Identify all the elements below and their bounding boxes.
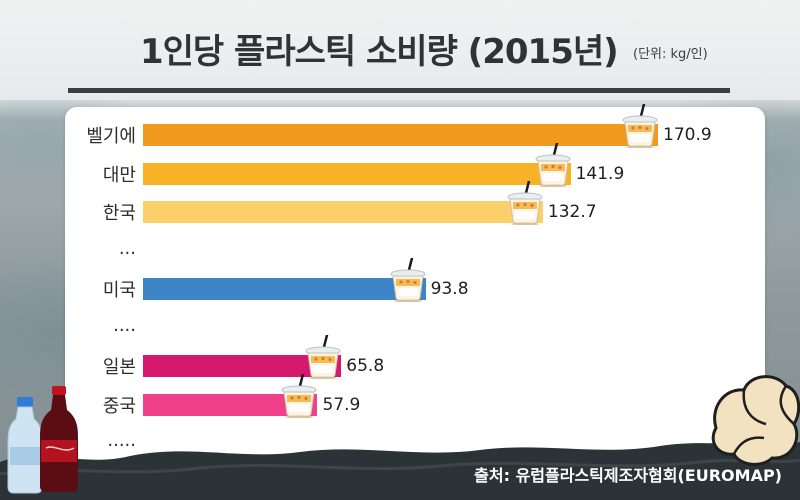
unit-label: (단위: kg/인)	[633, 47, 708, 62]
category-label: 일본	[102, 357, 136, 378]
plastic-cup-icon	[305, 333, 341, 380]
bar	[143, 162, 571, 185]
plastic-cup-icon	[281, 372, 317, 419]
category-label: .....	[107, 430, 136, 451]
category-label: ....	[113, 314, 136, 336]
source-note: 출처: 유럽플라스틱제조자협회(EUROMAP)	[474, 466, 782, 485]
plastic-cup-icon	[622, 102, 658, 149]
category-label: 미국	[102, 280, 136, 301]
bar	[143, 278, 426, 300]
data-label: 170.9	[663, 125, 712, 145]
data-label: 132.7	[547, 202, 597, 222]
bar	[143, 201, 543, 223]
plastic-cup-icon	[507, 179, 543, 226]
data-label: 141.9	[575, 163, 625, 184]
chart-title: 1인당 플라스틱 소비량 (2015년)	[140, 32, 619, 72]
category-label: 중국	[102, 395, 136, 417]
data-label: 57.9	[322, 394, 361, 415]
category-label: 벨기에	[86, 126, 136, 147]
data-label: 65.8	[346, 356, 385, 376]
bar	[143, 355, 342, 377]
category-label: 한국	[102, 203, 136, 224]
plastic-bag-icon	[711, 375, 800, 466]
category-label: ...	[118, 237, 136, 259]
title-band	[0, 0, 800, 100]
ground-decoration	[0, 442, 800, 500]
category-label: 대만	[102, 164, 136, 186]
bar	[143, 393, 318, 416]
plastic-cup-icon	[390, 256, 426, 303]
plastic-cup-icon	[535, 141, 571, 188]
title-divider	[68, 88, 730, 93]
data-label: 93.8	[430, 279, 469, 299]
bar	[143, 124, 658, 146]
water-bottle-icon	[7, 397, 43, 494]
soda-bottle-icon	[40, 386, 78, 492]
